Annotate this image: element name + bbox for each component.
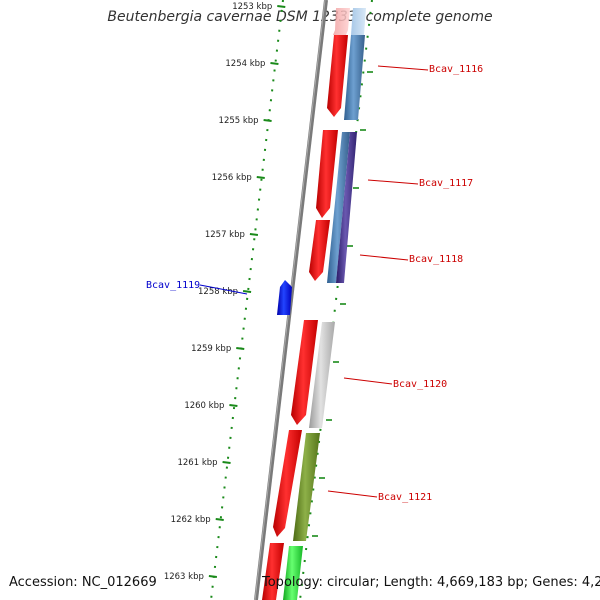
gene-label-bcav-1118[interactable]: Bcav_1118 bbox=[409, 254, 463, 265]
feature-bar[interactable] bbox=[327, 132, 350, 283]
tick-dash bbox=[263, 119, 272, 122]
tick-dash bbox=[277, 5, 286, 8]
tick-track bbox=[210, 0, 284, 600]
feature-bars bbox=[283, 8, 366, 600]
gene-label-bcav-1120[interactable]: Bcav_1120 bbox=[393, 379, 447, 390]
cds-features bbox=[262, 8, 350, 600]
tick-dash bbox=[215, 518, 224, 521]
cds-arrow-reverse[interactable] bbox=[277, 280, 292, 315]
tick-label: 1253 kbp bbox=[232, 2, 272, 12]
tick-label: 1260 kbp bbox=[184, 401, 224, 411]
tick-label: 1259 kbp bbox=[191, 344, 231, 354]
tick-dash bbox=[256, 176, 265, 179]
topology-info: Topology: circular; Length: 4,669,183 bp… bbox=[262, 575, 600, 590]
label-leaders bbox=[199, 65, 429, 498]
cds-arrow[interactable] bbox=[333, 8, 350, 35]
tick-marks: 1253 kbp 1254 kbp 1255 kbp 1256 kbp 1257 kbp… bbox=[164, 2, 286, 582]
feature-bar[interactable] bbox=[283, 546, 303, 600]
tick-label: 1254 kbp bbox=[225, 59, 265, 69]
tick-dash bbox=[222, 461, 231, 464]
cds-arrow[interactable] bbox=[273, 430, 302, 537]
tick-label: 1262 kbp bbox=[171, 515, 211, 525]
genome-title: Beutenbergia cavernae DSM 12333, complet… bbox=[107, 9, 493, 25]
tick-label: 1256 kbp bbox=[212, 173, 252, 183]
outer-track-dashes bbox=[312, 71, 373, 537]
accession-info: Accession: NC_012669 bbox=[9, 575, 157, 590]
tick-dash bbox=[249, 233, 259, 236]
tick-label: 1257 kbp bbox=[205, 230, 245, 240]
gene-label-bcav-1121[interactable]: Bcav_1121 bbox=[378, 492, 432, 503]
feature-bar[interactable] bbox=[309, 322, 335, 428]
tick-label: 1263 kbp bbox=[164, 572, 204, 582]
tick-dash bbox=[208, 575, 218, 578]
cds-arrow[interactable] bbox=[291, 320, 318, 425]
tick-dash bbox=[229, 404, 238, 407]
tick-label: 1261 kbp bbox=[177, 458, 217, 468]
tick-dash bbox=[270, 62, 279, 65]
tick-dash bbox=[236, 347, 245, 350]
feature-bar[interactable] bbox=[344, 35, 365, 120]
gene-label-bcav-1119[interactable]: Bcav_1119 bbox=[146, 280, 200, 291]
cds-arrow[interactable] bbox=[309, 220, 330, 281]
tick-label: 1255 kbp bbox=[219, 116, 259, 126]
cds-arrow[interactable] bbox=[262, 543, 284, 600]
feature-bar[interactable] bbox=[293, 433, 320, 541]
feature-bar[interactable] bbox=[336, 132, 357, 283]
feature-bar[interactable] bbox=[351, 8, 366, 35]
tick-dash bbox=[242, 290, 252, 293]
cds-arrow[interactable] bbox=[327, 35, 348, 117]
tick-label: 1258 kbp bbox=[198, 287, 238, 297]
gene-label-bcav-1117[interactable]: Bcav_1117 bbox=[419, 178, 473, 189]
gene-label-bcav-1116[interactable]: Bcav_1116 bbox=[429, 64, 483, 75]
cds-arrow[interactable] bbox=[316, 130, 338, 218]
